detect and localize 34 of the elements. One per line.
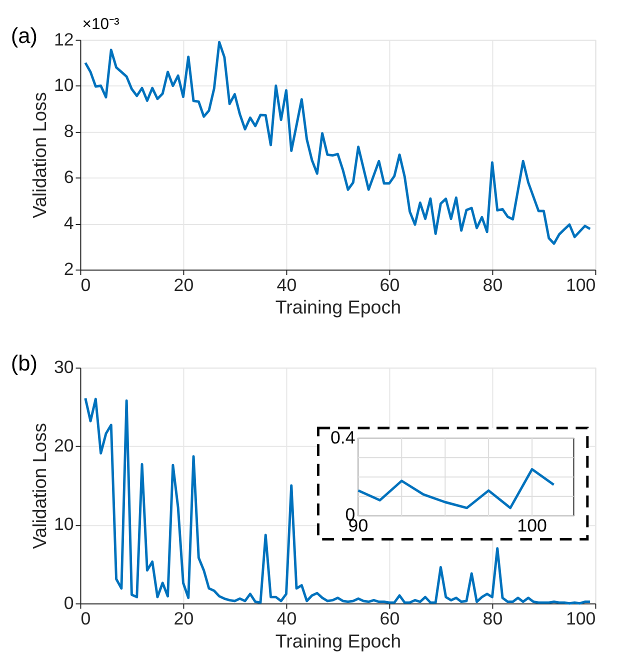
line-series — [84, 397, 592, 605]
y-tick-label: 6 — [64, 167, 74, 188]
y-tick-label: 4 — [64, 213, 74, 234]
x-tick-label: 100 — [517, 516, 547, 536]
line-series — [84, 40, 592, 245]
x-axis-title: Training Epoch — [275, 630, 402, 652]
text: (a) — [10, 22, 38, 48]
y-tick-label: 2 — [64, 259, 74, 280]
y-tick-label: 12 — [54, 29, 74, 50]
x-tick-label: 0 — [80, 274, 91, 295]
x-tick-label: 80 — [482, 274, 503, 295]
text: (b) — [10, 350, 38, 376]
x-tick-label: 60 — [380, 608, 400, 629]
x-tick-label: 0 — [80, 608, 91, 629]
y-tick-label: 10 — [54, 514, 74, 534]
y-tick-label: 20 — [54, 436, 74, 456]
x-axis-title: Training Epoch — [275, 296, 402, 318]
x-tick-label: 100 — [566, 608, 596, 629]
y-tick-label: 10 — [54, 75, 74, 96]
x-tick-label: 20 — [174, 274, 194, 295]
y-tick-label: 0.4 — [330, 427, 356, 448]
y-tick-label: 0 — [64, 592, 74, 613]
x-tick-label: 60 — [380, 274, 400, 295]
line-series — [356, 468, 556, 510]
x-tick-label: 100 — [566, 274, 596, 295]
y-axis-title: Validation Loss — [29, 422, 50, 550]
y-tick-label: 8 — [64, 121, 74, 142]
x-tick-label: 40 — [276, 274, 297, 295]
x-tick-label: 20 — [174, 608, 194, 629]
x-tick-label: 40 — [276, 608, 297, 629]
text: ×10⁻³ — [82, 16, 120, 33]
x-tick-label: 80 — [482, 608, 503, 629]
y-tick-label: 30 — [54, 357, 74, 378]
y-axis-title: Validation Loss — [29, 92, 50, 218]
